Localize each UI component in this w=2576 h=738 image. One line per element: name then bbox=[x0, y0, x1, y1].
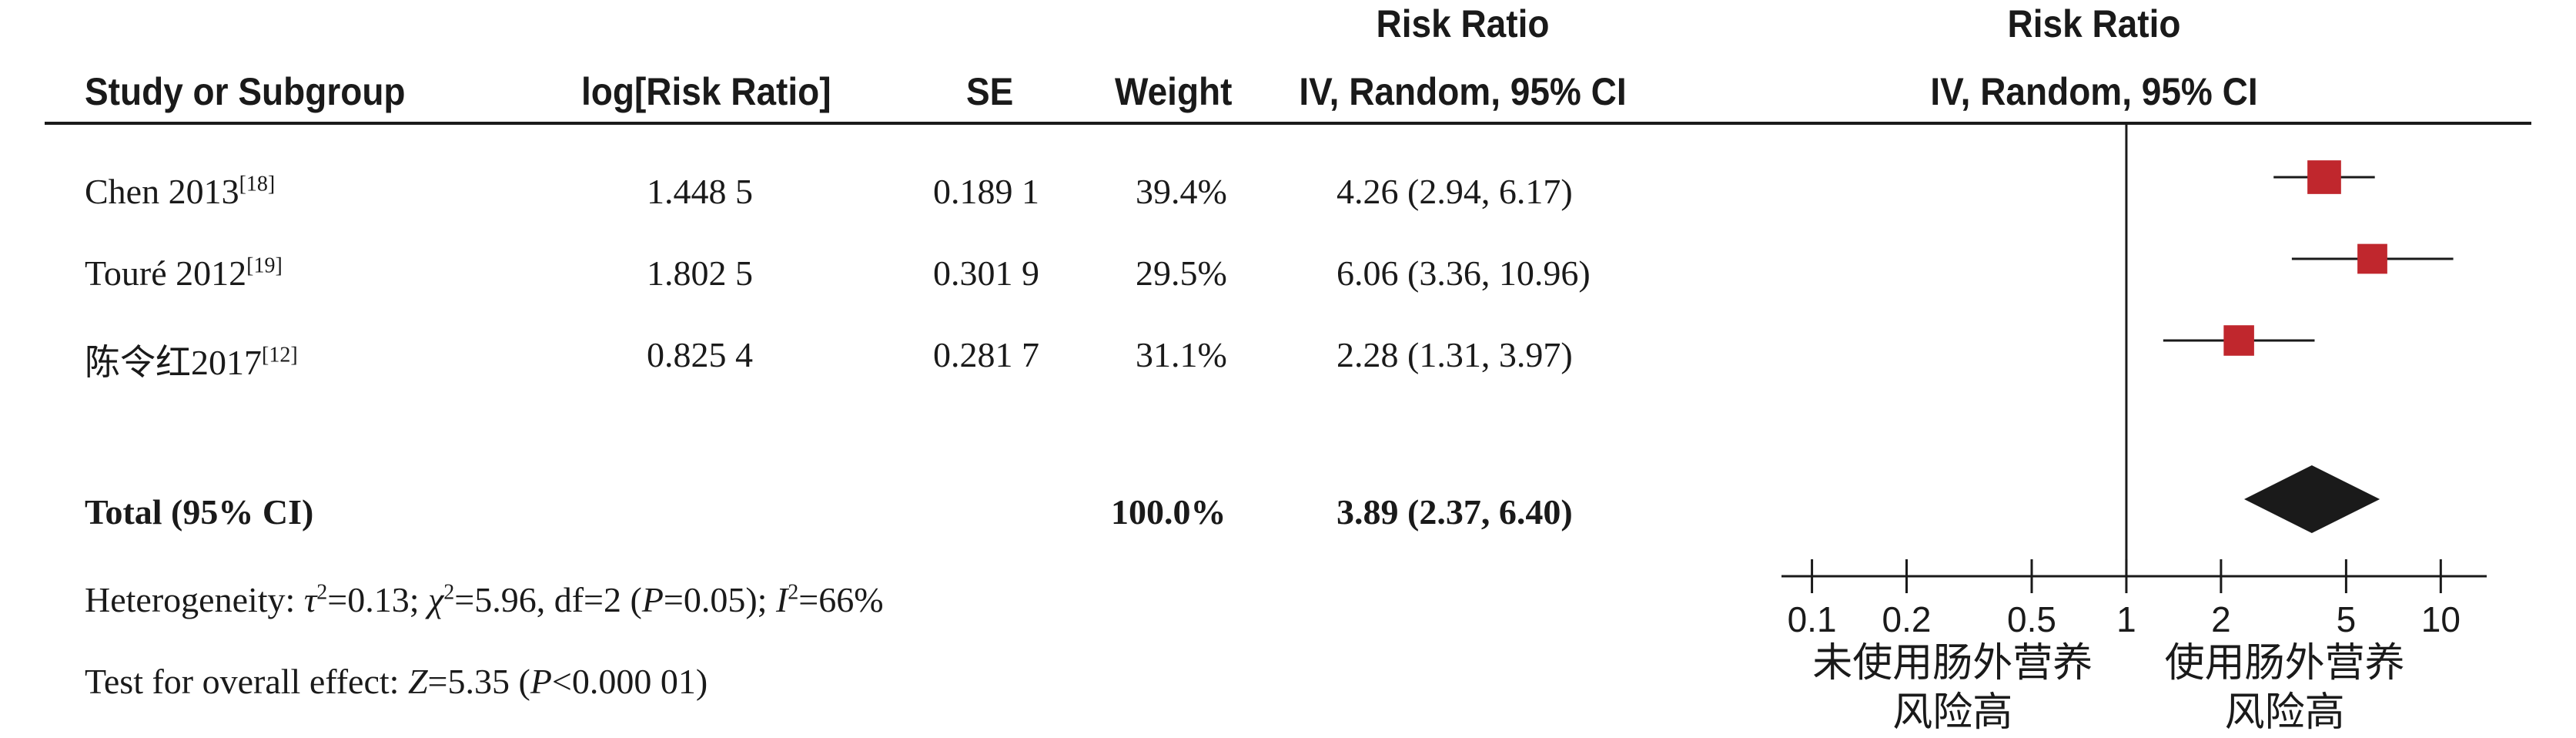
study-marker bbox=[2307, 160, 2341, 194]
favours-left-label: 风险高 bbox=[1892, 689, 2012, 736]
header-logrr: log[Risk Ratio] bbox=[581, 70, 831, 113]
study-se: 0.301 9 bbox=[933, 253, 1039, 293]
x-tick-label: 0.5 bbox=[2007, 599, 2056, 639]
total-label: Total (95% CI) bbox=[85, 492, 314, 532]
x-tick-label: 0.1 bbox=[1788, 599, 1837, 639]
header-study: Study or Subgroup bbox=[85, 70, 406, 113]
plot-title: Risk Ratio bbox=[2007, 2, 2181, 45]
favours-right-label: 使用肠外营养 bbox=[2165, 640, 2405, 686]
plot-subtitle: IV, Random, 95% CI bbox=[1930, 70, 2258, 113]
study-name: 陈令红2017[12] bbox=[85, 343, 298, 382]
x-tick-label: 10 bbox=[2421, 599, 2461, 639]
header-weight: Weight bbox=[1115, 70, 1233, 113]
pooled-diamond bbox=[2243, 465, 2380, 533]
x-tick-label: 0.2 bbox=[1882, 599, 1932, 639]
study-name: Touré 2012[19] bbox=[85, 253, 283, 293]
x-tick-label: 2 bbox=[2211, 599, 2231, 639]
study-weight: 39.4% bbox=[1136, 172, 1227, 211]
overall-effect-text: Test for overall effect: Z=5.35 (P<0.000… bbox=[85, 662, 708, 701]
heterogeneity-text: Heterogeneity: τ2=0.13; χ2=5.96, df=2 (P… bbox=[85, 580, 884, 619]
header-rule bbox=[45, 122, 2531, 125]
study-marker bbox=[2357, 243, 2387, 274]
header-se: SE bbox=[966, 70, 1014, 113]
study-ci: 4.26 (2.94, 6.17) bbox=[1337, 172, 1573, 211]
study-name: Chen 2013[18] bbox=[85, 172, 276, 211]
study-logrr: 0.825 4 bbox=[647, 335, 753, 374]
total-weight: 100.0% bbox=[1111, 492, 1226, 532]
study-se: 0.189 1 bbox=[933, 172, 1039, 211]
study-se: 0.281 7 bbox=[933, 335, 1039, 374]
favours-right-label: 风险高 bbox=[2225, 689, 2345, 736]
study-logrr: 1.802 5 bbox=[647, 253, 753, 293]
study-ci: 6.06 (3.36, 10.96) bbox=[1337, 253, 1591, 293]
total-ci: 3.89 (2.37, 6.40) bbox=[1337, 492, 1573, 532]
x-tick-label: 5 bbox=[2337, 599, 2357, 639]
header-rr-title: Risk Ratio bbox=[1376, 2, 1550, 45]
x-tick-label: 1 bbox=[2116, 599, 2136, 639]
favours-left-label: 未使用肠外营养 bbox=[1812, 640, 2093, 686]
header-rr-method: IV, Random, 95% CI bbox=[1299, 70, 1627, 113]
study-weight: 31.1% bbox=[1136, 335, 1227, 374]
study-marker bbox=[2223, 325, 2254, 356]
study-weight: 29.5% bbox=[1136, 253, 1227, 293]
study-ci: 2.28 (1.31, 3.97) bbox=[1337, 335, 1573, 374]
study-logrr: 1.448 5 bbox=[647, 172, 753, 211]
